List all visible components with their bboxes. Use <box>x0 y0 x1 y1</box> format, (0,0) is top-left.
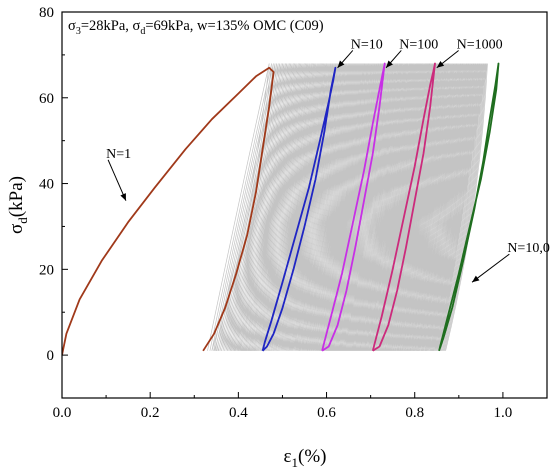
annotation-arrowhead <box>337 60 345 68</box>
annotation-label: N=1 <box>106 147 131 162</box>
annotation-label: N=1000 <box>457 37 503 52</box>
annotation-arrowhead <box>120 193 126 201</box>
y-tick-label: 0 <box>47 348 55 364</box>
series-layer <box>62 62 500 356</box>
annotation-label: N=10 <box>351 37 383 52</box>
y-tick-label: 20 <box>39 262 54 278</box>
x-tick-label: 0.6 <box>317 405 336 421</box>
x-axis-title: ε1(%) <box>284 446 327 470</box>
annotation-arrowhead <box>436 61 445 68</box>
y-tick-label: 40 <box>39 177 54 193</box>
series-line-n10000 <box>438 62 500 352</box>
y-axis-title: σd(kPa) <box>6 176 30 234</box>
y-tick-label: 80 <box>39 5 54 21</box>
annotation-arrow <box>107 159 127 201</box>
annotation-arrowhead <box>472 275 480 283</box>
x-tick-label: 0.0 <box>53 405 72 421</box>
plot-frame <box>61 11 548 399</box>
background-cycles <box>207 63 488 351</box>
x-tick-label: 0.2 <box>141 405 160 421</box>
series-line-n1000 <box>371 62 436 352</box>
annotation-arrow <box>471 253 510 283</box>
annotations: N=1 N=10 N=100 N=1000 N=10,000 <box>106 37 550 283</box>
series-line-n10 <box>261 66 337 352</box>
series-line-n100 <box>321 62 386 352</box>
plot-title: σ3=28kPa, σd=69kPa, w=135% OMC (C09) <box>68 18 324 37</box>
x-axis-ticks: 0.0 0.2 0.4 0.6 0.8 1.0 <box>53 392 548 421</box>
y-axis-ticks: 0 20 40 60 80 <box>39 5 68 399</box>
annotation-label: N=10,000 <box>507 241 550 256</box>
x-tick-label: 0.4 <box>229 405 248 421</box>
annotation-arrowhead <box>386 60 393 68</box>
x-tick-label: 0.8 <box>405 405 424 421</box>
x-tick-label: 1.0 <box>494 405 513 421</box>
series-line-n1 <box>62 66 275 356</box>
background-cycle-lines <box>207 63 488 351</box>
annotation-label: N=100 <box>399 37 438 52</box>
y-tick-label: 60 <box>39 91 54 107</box>
